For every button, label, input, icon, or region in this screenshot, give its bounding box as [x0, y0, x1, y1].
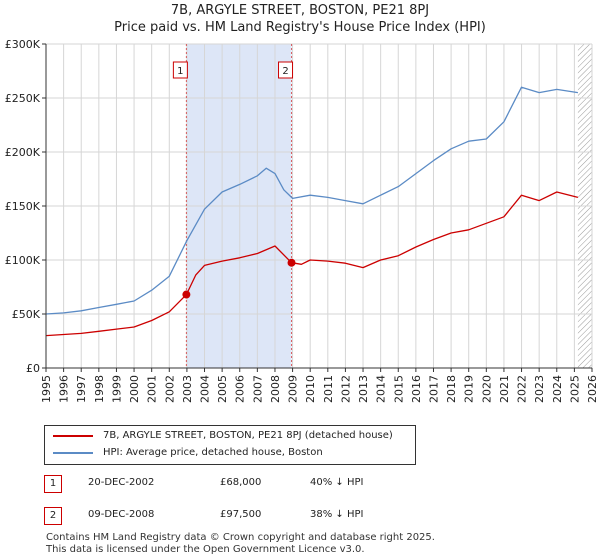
transaction-point	[182, 290, 191, 299]
x-tick-label: 2013	[357, 375, 370, 403]
legend-swatch-property	[53, 435, 93, 437]
x-tick-label: 2001	[146, 375, 159, 403]
x-tick-label: 2024	[551, 375, 564, 403]
x-tick-label: 1995	[40, 375, 53, 403]
chart-legend: 7B, ARGYLE STREET, BOSTON, PE21 8PJ (det…	[44, 425, 416, 465]
x-tick-label: 2004	[199, 375, 212, 403]
hpi-line	[45, 86, 578, 315]
y-tick-label: £50K	[12, 308, 41, 321]
x-tick-label: 2014	[375, 375, 388, 403]
y-tick-label: £200K	[5, 146, 41, 159]
transaction-hpi: 40% ↓ HPI	[310, 477, 364, 488]
x-tick-label: 2015	[392, 375, 405, 403]
x-tick-label: 2011	[322, 375, 335, 403]
legend-swatch-hpi	[53, 452, 93, 454]
transaction-point	[287, 258, 296, 267]
y-tick-label: £300K	[5, 38, 41, 51]
footer-licence: This data is licensed under the Open Gov…	[46, 544, 365, 555]
x-tick-label: 1998	[93, 375, 106, 403]
x-tick-label: 1999	[110, 375, 123, 403]
y-tick-label: £150K	[5, 200, 41, 213]
chart-subtitle: Price paid vs. HM Land Registry's House …	[114, 20, 486, 35]
y-tick-label: £250K	[5, 92, 41, 105]
x-tick-label: 1996	[58, 375, 71, 403]
transaction-number: 1	[44, 475, 62, 493]
x-tick-label: 2021	[498, 375, 511, 403]
x-tick-label: 2020	[480, 375, 493, 403]
transaction-date: 09-DEC-2008	[88, 509, 155, 520]
x-tick-label: 2007	[251, 375, 264, 403]
transaction-label-box	[172, 61, 188, 79]
x-tick-label: 2003	[181, 375, 194, 403]
transaction-number: 2	[44, 507, 62, 525]
x-tick-label: 2019	[463, 375, 476, 403]
transaction-hpi: 38% ↓ HPI	[310, 509, 364, 520]
x-tick-label: 2006	[234, 375, 247, 403]
transaction-date: 20-DEC-2002	[88, 477, 155, 488]
x-tick-label: 2000	[128, 375, 141, 403]
transaction-label-box	[278, 61, 294, 79]
legend-label-property: 7B, ARGYLE STREET, BOSTON, PE21 8PJ (det…	[103, 430, 393, 441]
transaction-label: 1	[177, 66, 183, 77]
price-chart: £0 £50K £100K £150K £200K £250K £300K 1995 1996 1…	[5, 38, 599, 403]
x-tick-label: 1997	[75, 375, 88, 403]
x-tick-label: 2008	[269, 375, 282, 403]
x-tick-label: 2005	[216, 375, 229, 403]
x-tick-label: 2017	[427, 375, 440, 403]
y-tick-label: £100K	[5, 254, 41, 267]
transaction-price: £68,000	[220, 477, 262, 488]
x-tick-label: 2022	[516, 375, 529, 403]
transaction-row: 2 09-DEC-2008 £97,500 38% ↓ HPI	[44, 507, 404, 525]
x-tick-label: 2012	[339, 375, 352, 403]
x-tick-label: 2010	[304, 375, 317, 403]
x-tick-label: 2002	[163, 375, 176, 403]
transaction-row: 1 20-DEC-2002 £68,000 40% ↓ HPI	[44, 475, 404, 493]
x-tick-label: 2023	[533, 375, 546, 403]
x-tick-label: 2009	[287, 375, 300, 403]
x-tick-label: 2026	[586, 375, 599, 403]
x-tick-label: 2025	[568, 375, 581, 403]
chart-title: 7B, ARGYLE STREET, BOSTON, PE21 8PJ	[170, 3, 430, 18]
x-tick-label: 2016	[410, 375, 423, 403]
property-price-line	[45, 191, 579, 337]
transaction-price: £97,500	[220, 509, 262, 520]
x-tick-label: 2018	[445, 375, 458, 403]
transaction-label: 2	[282, 66, 288, 77]
legend-label-hpi: HPI: Average price, detached house, Bost…	[103, 447, 323, 458]
y-tick-label: £0	[26, 362, 40, 375]
footer-copyright: Contains HM Land Registry data © Crown c…	[46, 532, 435, 543]
